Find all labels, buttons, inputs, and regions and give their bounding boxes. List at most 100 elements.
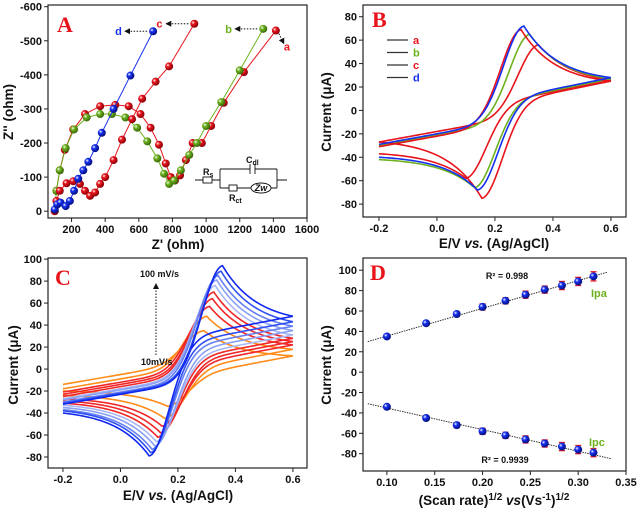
x-tick-label: 0.20 [472,477,493,489]
x-tick-label: 200 [62,224,80,236]
y-tick-label: 20 [345,82,357,94]
x-tick-label: 1400 [261,224,285,236]
annotation-100mvs: 100 mV/s [140,269,179,279]
plot-frame [47,4,308,219]
x-tick-label: -0.2 [369,223,388,235]
data-point [82,113,91,122]
data-point [165,62,174,71]
y-tick-label: -60 [341,176,357,188]
equivalent-circuit-inset [195,164,287,194]
data-point [160,169,169,178]
y-tick-label: 80 [345,12,357,24]
y-tick-label: -80 [341,199,357,211]
data-point [70,186,79,195]
data-point [478,427,487,436]
data-point [557,281,566,290]
data-point [74,174,83,183]
annotation-10mvs: 10mV/s [141,357,173,367]
y-tick-label: -300 [20,104,42,116]
data-point [155,140,163,149]
y-tick-label: -20 [341,129,357,141]
data-point [259,24,268,33]
data-point [118,135,126,144]
data-point [235,66,244,75]
data-point [557,442,566,451]
data-point [96,179,105,188]
y-tick-label: -20 [341,388,357,400]
data-point [540,439,549,448]
data-point [161,159,170,168]
y-tick-label: -80 [26,452,42,464]
data-point [146,123,155,132]
data-point [62,179,71,188]
panel-label-c: C [55,265,71,290]
data-point [96,102,105,111]
data-point [136,110,145,119]
y-tick-label: 20 [345,347,357,359]
cv-curve-3 [62,305,294,428]
y-tick-label: -80 [341,449,357,461]
data-point [501,431,510,440]
cv-curve-6 [62,284,294,443]
series-label: a [284,42,291,54]
data-point [271,26,280,35]
x-tick-label: -0.2 [53,474,72,486]
cdl-capacitor [249,164,256,174]
y-tick-label: -60 [341,428,357,440]
data-point [101,173,110,182]
data-point [124,102,133,111]
y-tick-label: 0 [351,367,357,379]
data-point [422,414,431,423]
data-point [133,123,142,132]
rs-label: Rs [203,167,214,179]
y-tick-label: -40 [26,408,42,420]
x-tick-label: 0.2 [170,474,185,486]
panel-label-d: D [370,260,386,285]
y-tick-label: -20 [26,386,42,398]
data-point [96,110,105,119]
y-tick-label: 0 [351,105,357,117]
ipa-label: Ipa [591,288,608,300]
y-tick-label: 40 [345,59,357,71]
y-tick-label: 40 [345,326,357,338]
data-point [589,448,598,457]
data-point [170,176,179,185]
data-point [574,445,583,454]
cv-curve-1 [62,329,294,408]
panel-d: D (Scan rate)1/2 vs(Vs-1)1/2 Current (μA… [319,257,637,508]
x-tick-label: 0.25 [520,477,541,489]
panel-label-b: B [372,7,387,32]
y-tick-label: -40 [341,152,357,164]
data-point [521,290,530,299]
data-point [91,188,100,197]
data-point [190,19,199,28]
label-arrow [278,33,285,45]
plot-frame [362,4,627,218]
x-tick-label: 0.6 [285,474,300,486]
panel-b: B E/V vs. (Ag/AgCl) Current (μA) -0.2 0.0… [319,4,627,251]
data-point [153,154,162,163]
series-label: d [115,26,122,38]
data-point [143,137,152,146]
y-tick-label: 60 [345,35,357,47]
legend-label: a [413,35,420,47]
y-axis-title: Current (μA) [6,325,21,405]
y-tick-label: 80 [345,286,357,298]
x-tick-label: 0.0 [429,223,444,235]
x-axis-title: Z' (ohm) [152,237,205,252]
plot-area [62,264,294,457]
data-point [382,402,391,411]
y-tick-label: 40 [30,320,42,332]
data-point [422,319,431,328]
data-point [55,186,64,195]
y-tick-label: 0 [36,206,42,218]
y-tick-label: -200 [20,138,42,150]
y-tick-label: -40 [341,408,357,420]
plot-area [367,271,612,460]
x-tick-label: 1200 [227,224,251,236]
plot-area: a b c d [50,19,291,216]
y-tick-label: -400 [20,70,42,82]
data-point [574,277,583,286]
data-point [128,115,137,124]
